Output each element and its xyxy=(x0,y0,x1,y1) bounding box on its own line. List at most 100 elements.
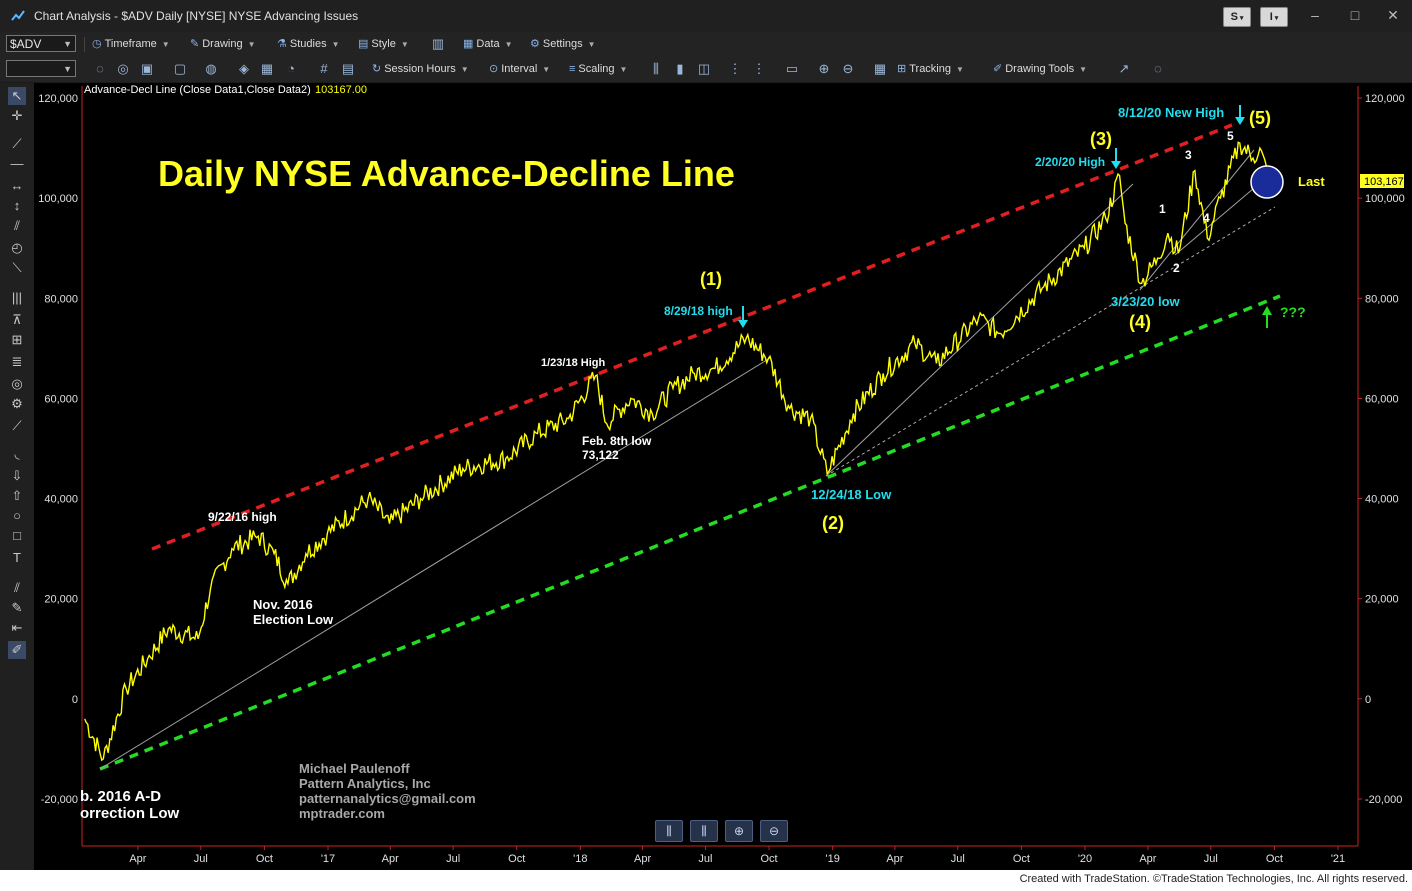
andrews-icon[interactable]: ⊞ xyxy=(11,332,23,347)
grid-icon[interactable]: ▦ xyxy=(873,61,887,76)
timeframe-menu[interactable]: ◷ Timeframe ▼ xyxy=(92,36,170,53)
data-menu[interactable]: ▦ Data ▼ xyxy=(463,36,513,53)
ellipse-icon[interactable]: ○ xyxy=(13,508,21,523)
scaling-menu[interactable]: ≡ Scaling ▼ xyxy=(569,61,627,78)
horizontal-line-icon[interactable]: — xyxy=(10,156,24,171)
minimize-button[interactable]: – xyxy=(1311,7,1319,23)
reload-icon[interactable]: ◎ xyxy=(117,61,129,76)
circle-target-icon[interactable]: ◎ xyxy=(11,376,23,391)
symbol-input[interactable]: $ADV ▼ xyxy=(6,35,76,52)
candlestick-icon[interactable]: ▮ xyxy=(676,61,684,76)
high-0123-label: 1/23/18 High xyxy=(541,357,605,369)
trendline-icon[interactable]: ⟋ xyxy=(12,136,22,151)
arrow-up-icon[interactable]: ⇧ xyxy=(11,488,23,503)
arrow-down-icon[interactable]: ⇩ xyxy=(11,468,23,483)
x-tick-label: Jul xyxy=(194,853,208,865)
session-hours-menu[interactable]: ↻ Session Hours ▼ xyxy=(372,61,469,78)
window-icon[interactable]: ▢ xyxy=(173,61,187,76)
subwave-1-label: 1 xyxy=(1159,202,1166,216)
chart-toolbar-secondary: ▼ ◌ ◎ ▣ ▢ ◍ ◈ ▦ ◔ # ▤ ↻ Session Hours ▼ ⊙ I… xyxy=(0,57,1412,82)
y-tick-label-left: 120,000 xyxy=(38,93,78,105)
symbol-link-s-button[interactable]: S ▾ xyxy=(1223,7,1251,27)
eraser-icon[interactable]: ⫽ xyxy=(14,580,20,595)
text-tool-icon[interactable]: T xyxy=(13,550,21,565)
chat-icon[interactable]: ◌ xyxy=(1154,61,1162,76)
hide-icon[interactable]: ◈ xyxy=(239,61,249,76)
toolbar-divider xyxy=(84,37,85,52)
ruler-icon[interactable]: ⟍ xyxy=(12,260,22,275)
scaling-icon: ≡ xyxy=(569,63,576,75)
channel-icon[interactable]: ⫽ xyxy=(14,218,20,233)
chevron-down-icon: ▼ xyxy=(619,65,628,74)
drawing-tools-menu[interactable]: ✐ Drawing Tools ▼ xyxy=(993,61,1087,78)
cyan-arrow-0829 xyxy=(738,306,748,328)
high-0922-label: 9/22/16 high xyxy=(208,510,277,524)
fib-time-icon[interactable]: ⊼ xyxy=(12,312,22,327)
paint-icon[interactable]: ✎ xyxy=(11,600,23,615)
studies-menu[interactable]: ⚗ Studies ▼ xyxy=(277,36,340,53)
cycle-icon[interactable]: ◍ xyxy=(205,61,217,76)
election-low-label: Election Low xyxy=(253,612,334,627)
pointer-icon[interactable]: ↖ xyxy=(8,87,26,105)
last-price-tag xyxy=(1360,174,1404,188)
zoom-in-icon[interactable]: ⊕ xyxy=(818,61,830,76)
maximize-button[interactable]: □ xyxy=(1350,7,1360,23)
arc-icon[interactable]: ◟ xyxy=(14,446,20,461)
advance-decline-line xyxy=(84,141,1271,762)
layout-icon[interactable]: ▥ xyxy=(431,36,445,51)
chevron-down-icon: ▼ xyxy=(161,40,170,49)
lookup-icon[interactable]: ◔ xyxy=(287,61,295,76)
x-tick-label: '17 xyxy=(321,853,335,865)
chevron-down-icon: ▼ xyxy=(63,39,72,49)
draw-lock-icon[interactable]: ✐ xyxy=(8,641,26,659)
vertical-arrows-icon[interactable]: ↕ xyxy=(13,198,21,213)
panel-icon[interactable]: ▭ xyxy=(785,61,799,76)
style-menu[interactable]: ▤ Style ▼ xyxy=(358,36,409,53)
fib-icon[interactable]: ||| xyxy=(11,290,23,305)
calendar-icon[interactable]: ▣ xyxy=(140,61,154,76)
zoom-in-button[interactable]: ⊕ xyxy=(725,820,753,842)
settings-menu[interactable]: ⚙ Settings ▼ xyxy=(530,36,596,53)
chevron-down-icon: ▼ xyxy=(956,65,964,74)
close-button[interactable]: ✕ xyxy=(1387,7,1399,23)
segment-icon[interactable]: ⟋ xyxy=(12,418,22,433)
zoom-bars-icon[interactable]: ⋮ xyxy=(728,61,742,76)
gear-tool-icon[interactable]: ⚙ xyxy=(11,396,23,411)
compress-bars-button[interactable]: ⫼ xyxy=(655,820,683,842)
interval-menu[interactable]: ⊙ Interval ▼ xyxy=(489,61,550,78)
rectangle-icon[interactable]: □ xyxy=(13,528,21,543)
symbol-link-i-button[interactable]: I ▾ xyxy=(1260,7,1288,27)
y-tick-label-right: -20,000 xyxy=(1365,794,1402,806)
snap-icon[interactable]: ⇤ xyxy=(11,620,23,635)
subwave-3-label: 3 xyxy=(1185,148,1192,162)
pencil-icon: ✎ xyxy=(190,38,200,50)
speed-icon[interactable]: ≣ xyxy=(11,354,23,369)
save-icon[interactable]: ▦ xyxy=(260,61,274,76)
arrow-both-icon[interactable]: ↔ xyxy=(10,178,24,193)
x-tick-label: Apr xyxy=(634,853,651,865)
drawing-menu[interactable]: ✎ Drawing ▼ xyxy=(190,36,256,53)
scaling-label: Scaling xyxy=(578,63,615,75)
tracking-menu[interactable]: ⊞ Tracking ▼ xyxy=(897,61,964,78)
high-0829-label: 8/29/18 high xyxy=(664,304,733,318)
title-bar: Chart Analysis - $ADV Daily [NYSE] NYSE … xyxy=(0,0,1412,32)
zoom-out-button[interactable]: ⊖ xyxy=(760,820,788,842)
drawing-label: Drawing xyxy=(202,38,243,50)
gann-icon[interactable]: ◴ xyxy=(11,240,23,255)
chart-panel[interactable]: 120,000100,00080,00060,00040,00020,0000-… xyxy=(34,83,1412,870)
expand-bars-icon[interactable]: ⋮ xyxy=(752,61,766,76)
export-icon[interactable]: ↗ xyxy=(1118,61,1130,76)
expand-bars-button[interactable]: ⫼ xyxy=(690,820,718,842)
y-tick-label-left: 0 xyxy=(72,694,78,706)
secondary-symbol-input[interactable]: ▼ xyxy=(6,60,76,77)
hash-icon[interactable]: # xyxy=(320,61,328,76)
symbol-value: $ADV xyxy=(10,37,42,51)
crosshair-icon[interactable]: ✛ xyxy=(11,108,23,123)
refresh-icon[interactable]: ◌ xyxy=(96,61,104,76)
bar-style-icon[interactable]: ⫼ xyxy=(653,61,659,76)
print-icon[interactable]: ▤ xyxy=(341,61,355,76)
correction-low-label: orrection Low xyxy=(80,805,180,822)
chevron-down-icon: ▼ xyxy=(587,40,596,49)
zoom-out-icon[interactable]: ⊖ xyxy=(842,61,854,76)
ohlc-icon[interactable]: ◫ xyxy=(697,61,711,76)
